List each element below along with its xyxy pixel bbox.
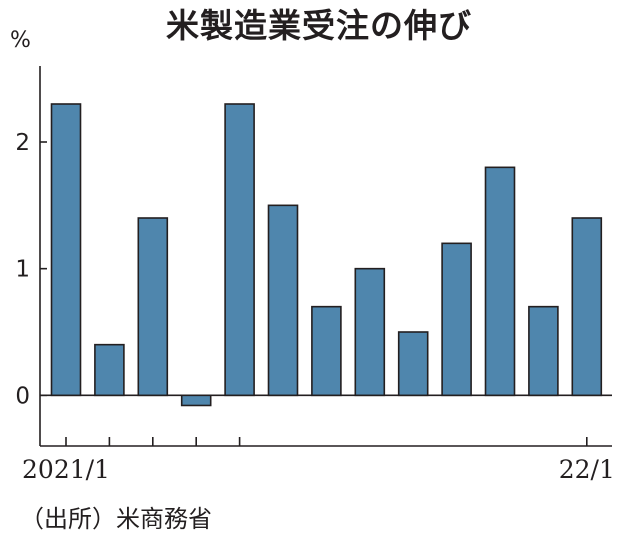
y-tick-label: 2 [15, 130, 30, 156]
x-tick-label: 2021/1 [22, 455, 110, 484]
y-axis-unit: % [10, 28, 31, 53]
bar-2021-10 [441, 242, 472, 397]
chart-title: 米製造業受注の伸び [166, 6, 472, 45]
bar-2021-3 [137, 217, 169, 397]
bar-2021-1 [50, 103, 82, 397]
chart-bars [50, 103, 603, 407]
bar-2021-6 [267, 204, 299, 397]
bar-2021-4 [180, 394, 212, 407]
bar-2021-9 [397, 331, 429, 397]
x-tick-label: 22/1 [559, 455, 615, 484]
bar-2021-7 [311, 305, 342, 397]
bar-2021-12 [528, 305, 559, 397]
bar-2021-11 [484, 166, 516, 397]
bar-22-1 [571, 217, 603, 397]
source-note: （出所）米商務省 [20, 505, 212, 533]
bar-2021-5 [224, 103, 255, 397]
y-tick-label: 0 [15, 383, 30, 409]
bar-2021-8 [354, 267, 386, 397]
y-tick-label: 1 [15, 257, 30, 283]
chart-ticks: 0 1 2 2021/1 22/1 [15, 130, 615, 484]
bar-2021-2 [94, 343, 125, 397]
